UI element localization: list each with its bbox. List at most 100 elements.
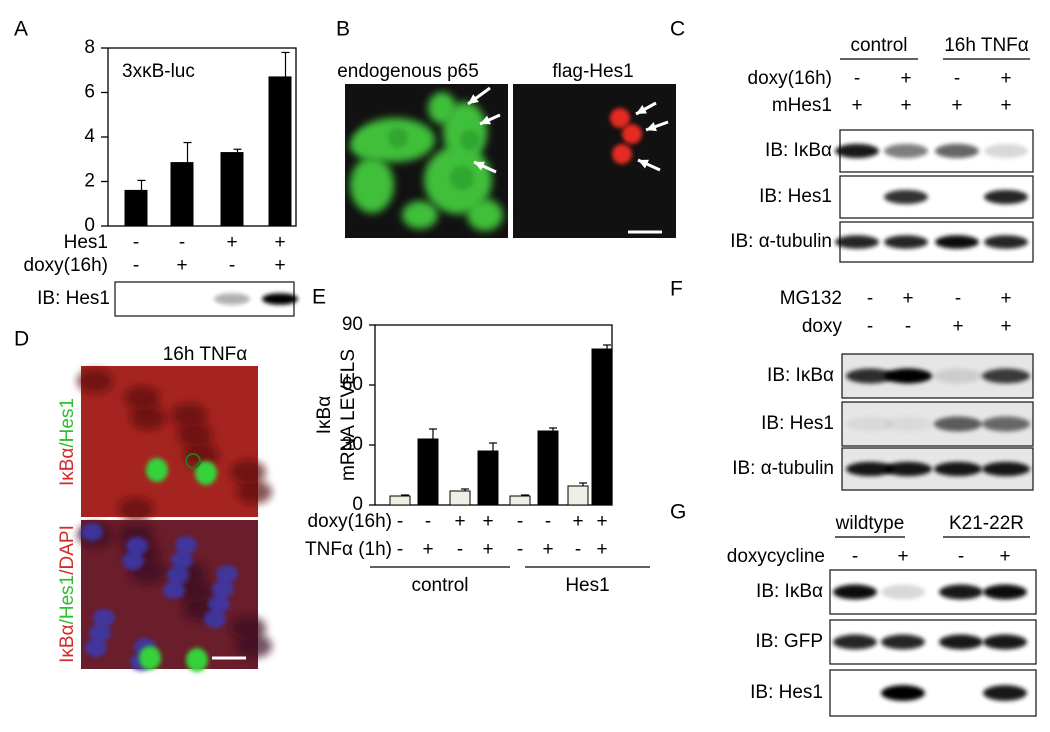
group-label: 16h TNFα xyxy=(944,35,1029,56)
group-label: wildtype xyxy=(835,513,905,534)
condition-sign: + xyxy=(482,539,493,560)
tissue-patch xyxy=(130,406,166,430)
chart-title: 3xκB-luc xyxy=(122,61,195,82)
blot-label: IB: α-tubulin xyxy=(732,458,834,479)
dapi-nucleus xyxy=(175,536,197,554)
condition-sign: + xyxy=(999,546,1010,567)
condition-sign: - xyxy=(133,232,139,253)
bar xyxy=(567,485,589,506)
condition-sign: + xyxy=(226,232,237,253)
dapi-nucleus xyxy=(216,565,238,583)
tissue-patch xyxy=(236,634,272,658)
condition-name: doxycycline xyxy=(727,546,825,567)
condition-sign: + xyxy=(596,511,607,532)
arrow-head xyxy=(646,122,657,132)
condition-name: doxy(16h) xyxy=(24,255,109,276)
cell-nucleus xyxy=(460,130,480,150)
tissue-patch xyxy=(230,460,266,484)
bar xyxy=(509,495,531,506)
image-caption: endogenous p65 xyxy=(337,61,479,82)
condition-sign: - xyxy=(958,546,964,567)
blot-band xyxy=(881,685,925,701)
group-label: K21-22R xyxy=(949,513,1024,534)
condition-sign: + xyxy=(176,255,187,276)
condition-sign: + xyxy=(1000,316,1011,337)
image-caption: flag-Hes1 xyxy=(552,61,633,82)
blot-band xyxy=(982,461,1030,477)
condition-sign: - xyxy=(397,511,403,532)
panel-label: C xyxy=(670,18,685,41)
condition-sign: - xyxy=(229,255,235,276)
bar xyxy=(537,430,559,506)
condition-sign: - xyxy=(179,232,185,253)
tissue-patch xyxy=(177,579,213,603)
arrow-head xyxy=(638,159,649,169)
blot-frame xyxy=(829,669,1037,717)
condition-sign: + xyxy=(952,316,963,337)
bar xyxy=(417,438,439,506)
condition-sign: + xyxy=(596,539,607,560)
blot-band xyxy=(934,368,982,384)
dapi-nucleus xyxy=(122,552,144,570)
hes1-nucleus xyxy=(186,648,208,672)
panel-label: D xyxy=(14,328,29,351)
condition-sign: + xyxy=(572,511,583,532)
cell xyxy=(467,199,503,231)
tissue-patch xyxy=(171,403,207,427)
blot-band xyxy=(982,416,1030,432)
dapi-nucleus xyxy=(81,523,103,541)
condition-sign: - xyxy=(457,539,463,560)
hes1-nucleus xyxy=(612,144,632,164)
tissue-patch xyxy=(236,480,272,504)
blot-band xyxy=(939,584,983,600)
bar xyxy=(124,189,148,227)
y-tick-label: 90 xyxy=(342,314,363,335)
tissue-patch xyxy=(230,616,266,640)
panel-label: A xyxy=(14,18,28,41)
stain-label: IκBα/Hes1 xyxy=(57,398,78,486)
blot-band xyxy=(881,584,925,600)
bar xyxy=(220,152,244,227)
panel-label: G xyxy=(670,501,686,524)
condition-sign: + xyxy=(951,95,962,116)
condition-sign: + xyxy=(851,95,862,116)
blot-band xyxy=(833,584,877,600)
condition-sign: + xyxy=(900,68,911,89)
dapi-nucleus xyxy=(167,566,189,584)
condition-name: doxy(16h) xyxy=(748,68,833,89)
dapi-nucleus xyxy=(126,537,148,555)
cell xyxy=(402,201,438,229)
hes1-nucleus xyxy=(185,453,201,469)
arrow-head xyxy=(636,105,647,114)
condition-sign: + xyxy=(1000,68,1011,89)
condition-sign: - xyxy=(954,68,960,89)
bar xyxy=(170,162,194,227)
panel-label: F xyxy=(670,278,683,301)
stain-label-part: IκBα xyxy=(57,624,78,662)
tissue-patch xyxy=(118,497,154,521)
hes1-nucleus xyxy=(146,458,168,482)
stain-label-part: /DAPI xyxy=(57,525,78,575)
tissue-patch xyxy=(124,386,160,410)
panel-label: E xyxy=(312,286,326,309)
condition-sign: + xyxy=(1000,288,1011,309)
blot-band xyxy=(984,235,1028,249)
tissue-patch xyxy=(183,443,219,467)
condition-name: doxy xyxy=(802,316,843,337)
y-tick-label: 0 xyxy=(84,215,95,236)
blot-band xyxy=(846,461,894,477)
condition-sign: - xyxy=(397,539,403,560)
y-tick-label: 4 xyxy=(84,126,95,147)
blot-band xyxy=(884,189,928,205)
blot-band xyxy=(846,368,894,384)
group-label: Hes1 xyxy=(565,575,609,596)
blot-label: IB: IκBα xyxy=(765,140,832,161)
blot-band xyxy=(983,634,1027,650)
condition-sign: - xyxy=(517,511,523,532)
condition-name: TNFα (1h) xyxy=(305,539,392,560)
blot-band xyxy=(935,143,979,159)
y-tick-label: 60 xyxy=(342,374,363,395)
cell-nucleus xyxy=(388,128,408,148)
blot-band xyxy=(884,368,932,384)
